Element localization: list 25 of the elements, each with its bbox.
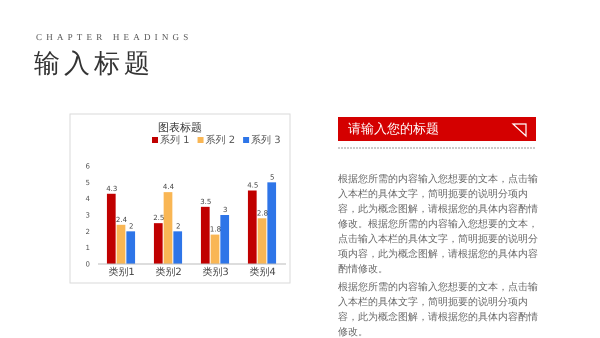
legend-label: 系列 2 — [206, 134, 236, 146]
bar — [200, 206, 210, 264]
text: 请输入您的标题 — [348, 120, 439, 138]
bar — [210, 234, 220, 264]
chart-title: 图表标题 — [158, 121, 202, 134]
text: 根据您所需的内容输入您想要的文本，点击输入本栏的具体文字，简明扼要的说明分项内容，此为概念图解，请根据您的具体内容酌情修改。 — [338, 280, 538, 338]
legend-label: 系列 3 — [251, 134, 281, 146]
bar — [154, 223, 163, 264]
text: 根据您所需的内容输入您想要的文本，点击输入本栏的具体文字，简明扼要的说明分项内容，此为概念图解，请根据您的具体内容酌情修改。根据您所需的内容输入您想要的文本，点击输入本栏的具体文字，简明扼要的说明分项内容，此为概念图解，请根据您的具体内容酌情修改。 — [338, 172, 538, 277]
text: 输入标题 — [34, 48, 154, 80]
x-tick-label: 类别4 — [249, 266, 276, 278]
x-tick-label: 类别1 — [108, 266, 135, 278]
bar — [267, 182, 276, 264]
bar — [258, 218, 266, 264]
text: CHAPTER HEADINGS — [36, 32, 192, 42]
legend-label: 系列 1 — [160, 134, 190, 146]
bar — [106, 194, 116, 264]
x-tick-label: 类别2 — [155, 266, 182, 278]
bar — [248, 190, 257, 264]
bar — [173, 231, 182, 264]
bar — [126, 231, 136, 264]
bar — [220, 215, 230, 264]
x-tick-label: 类别3 — [202, 266, 229, 278]
bar — [164, 192, 172, 264]
bar — [116, 224, 126, 264]
